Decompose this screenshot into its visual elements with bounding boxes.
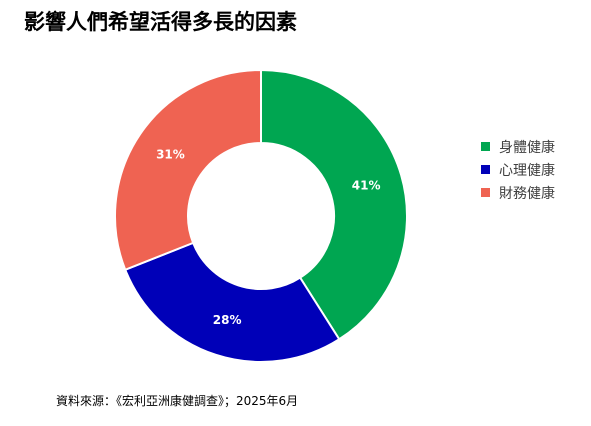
slice-mental [123,241,341,363]
legend-item-financial: 財務健康 [481,181,555,204]
data-label-physical: 41% [352,178,381,192]
legend-swatch-financial [481,188,490,197]
slice-financial [114,68,262,272]
legend-label-mental: 心理健康 [499,162,555,179]
data-label-financial: 31% [156,147,185,161]
chart-title: 影響人們希望活得多長的因素 [24,10,297,34]
legend-swatch-mental [481,165,490,174]
data-label-mental: 28% [213,313,242,327]
slice-physical [260,68,408,341]
chart-legend: 身體健康 心理健康 財務健康 [481,135,555,204]
source-note: 資料來源：《宏利亞洲康健調查》；2025年6月 [56,394,299,408]
legend-swatch-physical [481,142,490,151]
legend-label-physical: 身體健康 [499,139,555,156]
legend-item-mental: 心理健康 [481,158,555,181]
legend-label-financial: 財務健康 [499,185,555,202]
legend-item-physical: 身體健康 [481,135,555,158]
